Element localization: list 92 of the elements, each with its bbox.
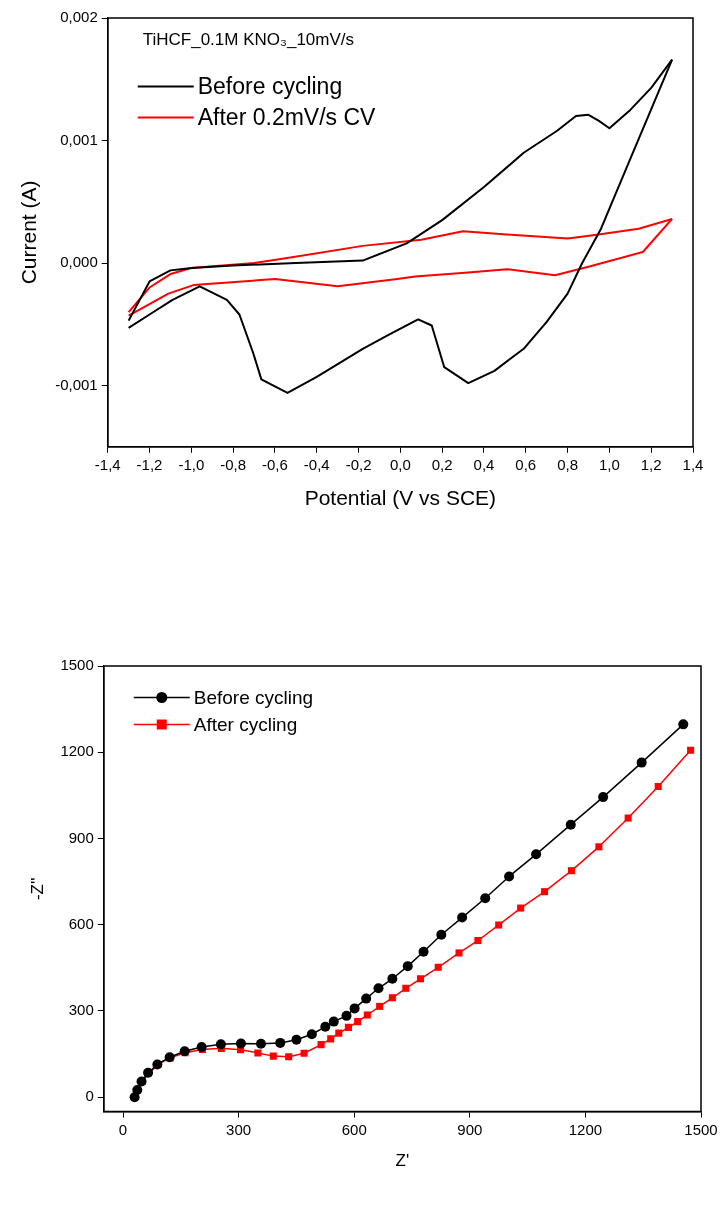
legend-label: After 0.2mV/s CV [197, 103, 377, 130]
point [215, 1039, 226, 1050]
x-tick-label: 0,8 [557, 455, 579, 473]
point [418, 946, 429, 957]
point [434, 963, 442, 971]
point [269, 1052, 277, 1060]
point [387, 973, 398, 984]
point [598, 792, 609, 803]
point [306, 1029, 317, 1040]
x-tick-label: 1,0 [598, 455, 620, 473]
x-tick-label: -0,2 [345, 455, 372, 473]
y-tick-label: 600 [68, 914, 94, 932]
x-tick-label: 1,2 [640, 455, 662, 473]
point [636, 757, 647, 768]
point [402, 961, 413, 972]
point [341, 1010, 352, 1021]
x-tick-label: -0,8 [220, 455, 247, 473]
point [285, 1053, 293, 1061]
x-tick-label: 1200 [568, 1120, 603, 1138]
point [495, 921, 503, 929]
point [402, 984, 410, 992]
x-tick-label: -1,4 [94, 455, 121, 473]
y-tick-label: -0,001 [55, 375, 98, 393]
y-tick-label: 300 [68, 1001, 94, 1019]
legend-label: Before cycling [193, 686, 314, 708]
point [300, 1049, 308, 1057]
point [320, 1021, 331, 1032]
point [344, 1023, 352, 1031]
x-axis-title: Z' [395, 1151, 410, 1171]
point [455, 949, 463, 957]
point [254, 1049, 262, 1057]
point [255, 1038, 266, 1049]
point [373, 983, 384, 994]
x-tick-label: -1,0 [178, 455, 205, 473]
point [235, 1038, 246, 1049]
y-tick-label: 900 [68, 828, 94, 846]
x-tick-label: 600 [341, 1120, 367, 1138]
point [328, 1016, 339, 1027]
y-axis-title: Current (A) [17, 180, 41, 285]
x-tick-label: 0,6 [515, 455, 537, 473]
x-tick-label: 300 [226, 1120, 252, 1138]
y-tick-label: 0 [85, 1087, 94, 1105]
y-axis-title: -Z'' [27, 877, 47, 901]
x-tick-label: 0,2 [431, 455, 453, 473]
point [457, 912, 468, 923]
x-axis-title: Potential (V vs SCE) [304, 486, 497, 510]
point [565, 819, 576, 830]
point [354, 1018, 362, 1026]
y-tick-label: 0,002 [60, 8, 98, 26]
point [143, 1067, 154, 1078]
point [568, 867, 576, 875]
point [531, 849, 542, 860]
y-tick-label: 1500 [60, 656, 94, 674]
point [361, 993, 372, 1004]
y-tick-label: 1200 [60, 742, 94, 760]
point [376, 1002, 384, 1010]
point [349, 1003, 360, 1014]
point [436, 929, 447, 940]
point [687, 746, 695, 754]
x-tick-label: 1,4 [682, 455, 704, 473]
x-tick-label: -0,6 [262, 455, 288, 473]
point [678, 719, 689, 730]
y-tick-label: 0,000 [60, 253, 98, 271]
point [275, 1037, 286, 1048]
point [541, 888, 549, 896]
annotation: TiHCF_0.1M KNO₃_10mV/s [142, 30, 355, 50]
point [654, 782, 662, 790]
point [363, 1011, 371, 1019]
point [474, 937, 482, 945]
x-tick-label: -1,2 [136, 455, 163, 473]
y-tick-label: 0,001 [60, 130, 98, 148]
x-tick-label: 1500 [684, 1120, 718, 1138]
point [504, 871, 515, 882]
point [196, 1041, 207, 1052]
point [388, 994, 396, 1002]
point [317, 1041, 325, 1049]
legend-label: After cycling [193, 713, 298, 735]
x-tick-label: 0,0 [389, 455, 411, 473]
point [416, 975, 425, 983]
point [624, 814, 632, 822]
point [595, 843, 603, 851]
legend-label: Before cycling [197, 72, 343, 99]
point [291, 1034, 302, 1045]
point [335, 1029, 343, 1037]
point [480, 893, 491, 904]
point [517, 904, 525, 912]
x-tick-label: -0,4 [303, 455, 330, 473]
point [132, 1085, 143, 1096]
x-tick-label: 0,4 [473, 455, 495, 473]
x-tick-label: 900 [457, 1120, 483, 1138]
x-tick-label: 0 [118, 1120, 128, 1138]
point [327, 1035, 335, 1043]
